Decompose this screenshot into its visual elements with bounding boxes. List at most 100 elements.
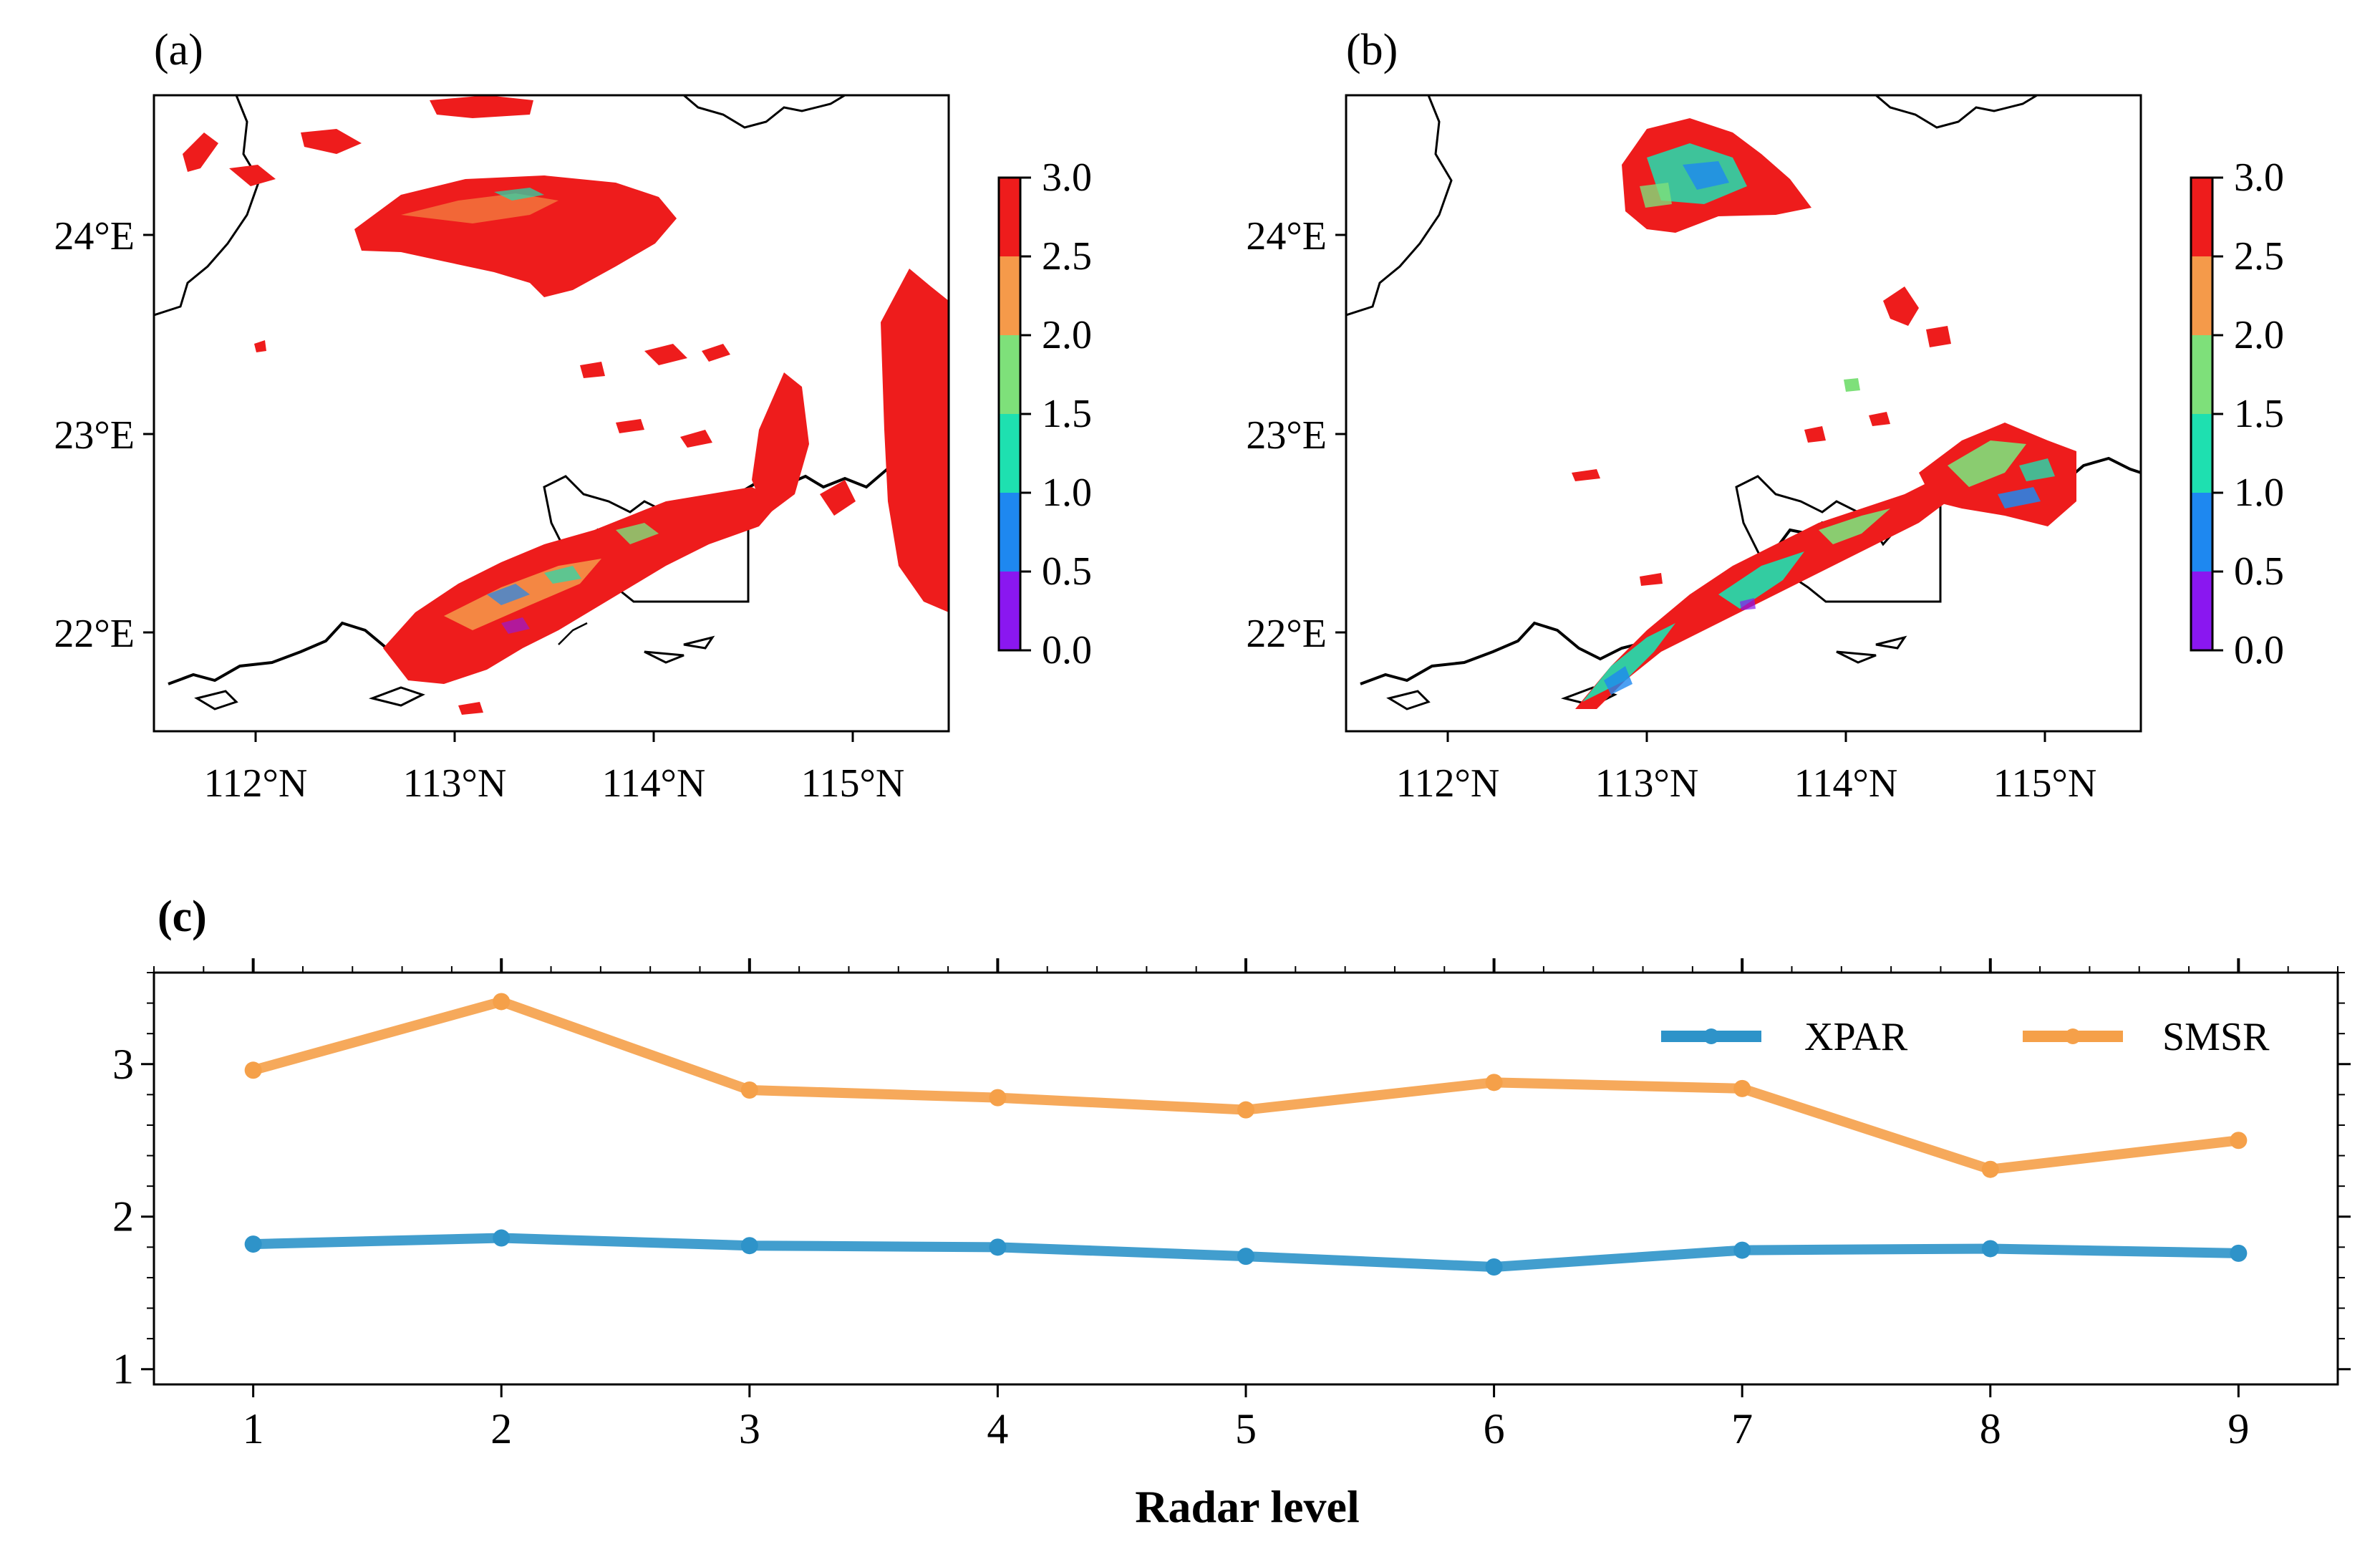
data-point-xpar <box>244 1235 262 1253</box>
colorbar-b-segment <box>2191 335 2212 414</box>
echo-cell <box>183 132 218 172</box>
echo-cell <box>1683 161 1729 190</box>
x-tick-label: 5 <box>1235 1405 1257 1452</box>
legend-xpar-marker <box>1703 1028 1719 1044</box>
echo-cell <box>383 487 780 684</box>
echo-cell <box>301 129 362 154</box>
colorbar-a: 3.0 2.5 2.0 1.5 1.0 0.5 0.0 <box>997 155 1092 673</box>
colorbar-a-tick: 2.5 <box>1042 234 1092 279</box>
colorbar-b-tick: 0.0 <box>2234 628 2284 673</box>
colorbar-b-segment <box>2191 178 2212 256</box>
echo-cell <box>1819 509 1890 544</box>
echo-cell <box>487 584 530 605</box>
map-a-coastline-islands <box>194 635 715 710</box>
colorbar-b-tick: 1.5 <box>2234 392 2284 436</box>
legend: XPAR SMSR <box>1661 1015 2270 1059</box>
y-tick-label: 3 <box>112 1041 134 1088</box>
map-b-xtick: 115°N <box>1993 761 2097 806</box>
colorbar-a-segment <box>999 335 1020 414</box>
echo-cell <box>354 175 677 297</box>
colorbar-b: 3.0 2.5 2.0 1.5 1.0 0.5 0.0 <box>2190 155 2284 673</box>
colorbar-a-tick: 3.0 <box>1042 155 1092 200</box>
legend-smsr-marker <box>2065 1028 2081 1044</box>
x-tick-label: 1 <box>243 1405 264 1452</box>
data-point-smsr <box>2230 1132 2248 1150</box>
echo-cell <box>229 165 276 186</box>
panel-a-label: (a) <box>154 26 203 74</box>
data-point-smsr <box>989 1089 1007 1107</box>
echo-cell <box>1718 551 1804 609</box>
echo-cell <box>1740 598 1756 610</box>
panel-b-label: (b) <box>1346 26 1398 74</box>
data-point-xpar <box>989 1238 1007 1256</box>
y-tick-label: 2 <box>112 1193 134 1240</box>
map-b-content <box>1346 95 2141 710</box>
echo-cell <box>1604 666 1632 695</box>
x-axis-label: Radar level <box>1135 1481 1359 1532</box>
line-chart-series <box>244 993 2248 1276</box>
colorbar-a-tick: 1.0 <box>1042 471 1092 515</box>
echo-cell <box>494 188 544 201</box>
data-point-xpar <box>1981 1240 1999 1258</box>
data-point-smsr <box>1733 1079 1751 1097</box>
x-tick-label: 4 <box>987 1405 1008 1452</box>
colorbar-a-segment <box>999 493 1020 572</box>
x-tick-label: 8 <box>1980 1405 2001 1452</box>
colorbar-a-tick: 2.0 <box>1042 313 1092 357</box>
echo-cell <box>1883 286 1919 326</box>
echo-cell <box>1869 412 1890 426</box>
colorbar-b-tick: 0.5 <box>2234 549 2284 594</box>
colorbar-b-tick: 2.5 <box>2234 234 2284 279</box>
map-b-ytick: 23°E <box>1246 413 1327 458</box>
map-a-ticks <box>143 233 854 742</box>
map-a-xtick: 113°N <box>403 761 507 806</box>
colorbar-a-tick: 0.0 <box>1042 628 1092 673</box>
echo-cell <box>1926 326 1951 347</box>
colorbar-a-segment <box>999 256 1020 335</box>
line-chart-ticks: 1 2 3 4 5 6 7 8 9 1 2 3 <box>112 958 2351 1452</box>
map-a-border-line-2 <box>683 95 846 129</box>
echo-cell <box>2019 458 2055 481</box>
map-b-xtick: 114°N <box>1794 761 1898 806</box>
echo-cell <box>752 372 809 516</box>
colorbar-b-segment <box>2191 572 2212 650</box>
panel-c-label: (c) <box>158 892 207 941</box>
colorbar-b-segment <box>2191 256 2212 335</box>
map-b-border-line <box>1346 95 1453 317</box>
map-a: 112°N 113°N 114°N 115°N 24°E 23°E 22°E 3… <box>54 94 1092 806</box>
echo-cell <box>1640 183 1672 208</box>
echo-cell <box>501 617 530 634</box>
echo-cell <box>580 362 605 378</box>
data-point-xpar <box>1485 1258 1503 1276</box>
map-a-xtick: 114°N <box>602 761 706 806</box>
data-point-smsr <box>1485 1074 1503 1091</box>
colorbar-b-tick: 2.0 <box>2234 313 2284 357</box>
map-a-ytick: 22°E <box>54 612 135 656</box>
colorbar-a-segment <box>999 414 1020 493</box>
map-b-ytick: 24°E <box>1246 214 1327 259</box>
data-point-xpar <box>2230 1244 2248 1262</box>
line-chart-frame <box>153 971 2339 1386</box>
map-b-xtick: 113°N <box>1595 761 1699 806</box>
data-point-smsr <box>493 993 511 1011</box>
map-a-border-line <box>154 95 261 317</box>
data-point-smsr <box>740 1081 758 1099</box>
echo-cell <box>820 480 856 516</box>
data-point-smsr <box>1237 1101 1254 1119</box>
map-a-echo-field <box>183 95 949 715</box>
echo-cell <box>458 702 483 715</box>
colorbar-b-segment <box>2191 414 2212 493</box>
map-a-ytick: 24°E <box>54 214 135 259</box>
echo-cell <box>616 523 659 544</box>
x-tick-label: 9 <box>2227 1405 2249 1452</box>
line-chart: 1 2 3 4 5 6 7 8 9 1 2 3 XPAR SMSR Radar level <box>112 958 2351 1532</box>
map-b-echo-field <box>1572 118 2076 709</box>
map-b-ytick: 22°E <box>1246 612 1327 656</box>
data-point-smsr <box>1981 1160 1999 1178</box>
data-point-xpar <box>1733 1241 1751 1259</box>
echo-cell <box>430 95 533 118</box>
map-a-xtick: 112°N <box>204 761 308 806</box>
data-point-xpar <box>740 1237 758 1255</box>
echo-cell <box>1948 440 2026 487</box>
